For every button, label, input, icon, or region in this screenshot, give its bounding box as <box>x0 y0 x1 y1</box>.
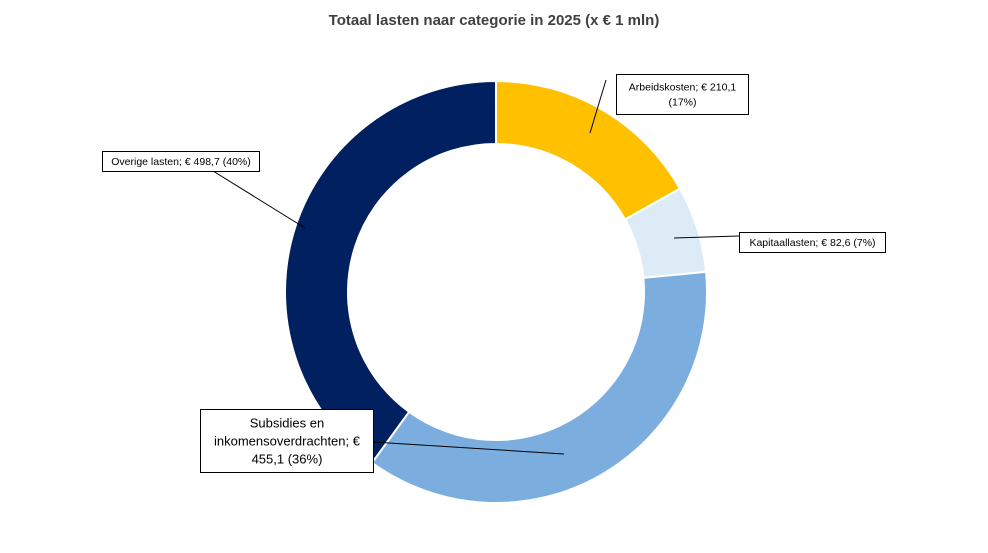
leader-lines <box>212 79 740 455</box>
data-label-text: Arbeidskosten; € 210,1 <box>629 82 737 94</box>
data-label-box <box>102 151 260 172</box>
data-label-text: Kapitaallasten; € 82,6 (7%) <box>749 237 875 249</box>
data-label-text: inkomensoverdrachten; € <box>214 434 361 449</box>
data-label-box <box>200 409 374 473</box>
data-labels: Arbeidskosten; € 210,1 (17%) Kapitaallaste… <box>102 74 886 473</box>
data-label-text: Overige lasten; € 498,7 (40%) <box>111 156 251 168</box>
doughnut-slices <box>284 79 708 504</box>
data-label-kapitaallasten: Kapitaallasten; € 82,6 (7%) <box>739 232 886 253</box>
data-label-text: (17%) <box>668 97 696 109</box>
data-label-subsidies-en-inkomensoverdrachten: Subsidies en inkomensoverdrachten; € 455,1… <box>200 409 374 473</box>
leader-line-arbeidskosten <box>589 79 607 134</box>
leader-line-kapitaallasten <box>673 235 740 239</box>
data-label-overige-lasten: Overige lasten; € 498,7 (40%) <box>102 151 260 172</box>
data-label-box <box>739 232 886 253</box>
data-label-arbeidskosten: Arbeidskosten; € 210,1 (17%) <box>616 74 749 115</box>
data-label-text: Subsidies en <box>250 416 324 431</box>
slice-overige-lasten <box>284 79 497 465</box>
data-label-box <box>616 74 749 115</box>
slice-subsidies-en-inkomensoverdrachten <box>370 270 708 504</box>
leader-line-overige-lasten <box>212 170 306 229</box>
chart-title: Totaal lasten naar categorie in 2025 (x … <box>329 12 660 29</box>
leader-line-subsidies-en-inkomensoverdrachten <box>372 441 565 455</box>
data-label-text: 455,1 (36%) <box>252 452 323 467</box>
